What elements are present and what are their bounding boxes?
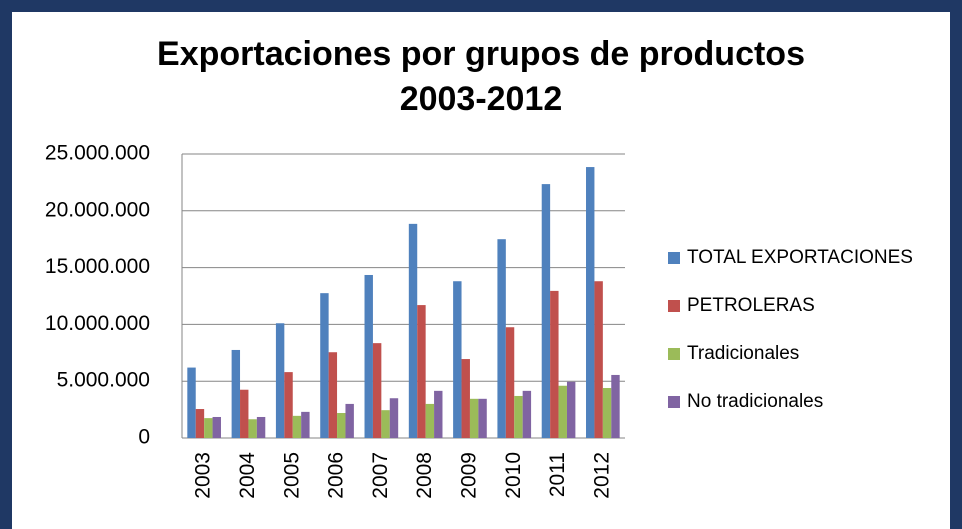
x-tick-label: 2003 bbox=[192, 452, 215, 499]
bar bbox=[425, 403, 435, 438]
bar bbox=[594, 281, 603, 438]
x-tick-label: 2009 bbox=[457, 452, 480, 499]
bar bbox=[320, 293, 329, 438]
bar bbox=[550, 290, 559, 438]
x-tick-label: 2012 bbox=[590, 452, 613, 499]
bar bbox=[611, 374, 620, 438]
bar bbox=[586, 167, 595, 438]
x-tick-label: 2011 bbox=[546, 452, 569, 497]
bar bbox=[558, 385, 567, 438]
bar bbox=[381, 410, 390, 438]
x-tick-label: 2006 bbox=[325, 452, 348, 499]
bar bbox=[478, 398, 487, 438]
legend-label: PETROLERAS bbox=[687, 295, 815, 316]
y-tick-label: 15.000.000 bbox=[45, 255, 150, 278]
bar bbox=[328, 352, 338, 438]
y-tick-label: 10.000.000 bbox=[45, 312, 150, 335]
y-tick-label: 5.000.000 bbox=[57, 369, 150, 392]
bar bbox=[522, 390, 532, 438]
bar bbox=[301, 411, 310, 438]
x-tick-label: 2004 bbox=[236, 452, 259, 499]
bar bbox=[602, 388, 612, 438]
legend-swatch bbox=[668, 348, 680, 360]
bar bbox=[514, 395, 523, 438]
x-tick-label: 2005 bbox=[280, 452, 303, 499]
legend-label: Tradicionales bbox=[687, 343, 799, 364]
bar bbox=[240, 389, 249, 438]
chart-subtitle: 2003-2012 bbox=[400, 80, 563, 118]
bar bbox=[231, 349, 241, 438]
bar bbox=[275, 323, 285, 438]
chart-title: Exportaciones por grupos de productos bbox=[157, 35, 805, 73]
bar bbox=[284, 372, 293, 438]
legend-swatch bbox=[668, 252, 680, 264]
bar bbox=[187, 367, 196, 438]
bar bbox=[505, 327, 515, 438]
bar bbox=[345, 403, 354, 438]
y-tick-label: 0 bbox=[138, 426, 150, 449]
bar bbox=[195, 409, 205, 438]
legend-label: No tradicionales bbox=[687, 391, 823, 412]
bar bbox=[389, 398, 399, 438]
legend-swatch bbox=[668, 300, 680, 312]
bar bbox=[453, 281, 462, 438]
y-tick-label: 25.000.000 bbox=[45, 142, 150, 165]
bar bbox=[337, 413, 346, 438]
bar bbox=[256, 416, 266, 438]
legend-swatch bbox=[668, 396, 680, 408]
y-tick-label: 20.000.000 bbox=[45, 198, 150, 221]
bar bbox=[292, 415, 302, 438]
bar bbox=[541, 184, 551, 438]
bar bbox=[497, 239, 506, 438]
bar bbox=[372, 343, 382, 438]
bar bbox=[364, 274, 373, 438]
bar bbox=[204, 418, 213, 438]
bar bbox=[408, 223, 418, 438]
bar bbox=[212, 416, 221, 438]
bar bbox=[566, 381, 576, 438]
legend-label: TOTAL EXPORTACIONES bbox=[687, 247, 913, 268]
bar bbox=[469, 398, 479, 438]
bar bbox=[434, 390, 443, 438]
bar bbox=[248, 419, 257, 438]
bar bbox=[417, 305, 426, 438]
bar bbox=[461, 359, 470, 438]
x-tick-label: 2008 bbox=[413, 452, 436, 499]
x-tick-label: 2007 bbox=[369, 452, 392, 499]
x-tick-label: 2010 bbox=[502, 452, 525, 499]
